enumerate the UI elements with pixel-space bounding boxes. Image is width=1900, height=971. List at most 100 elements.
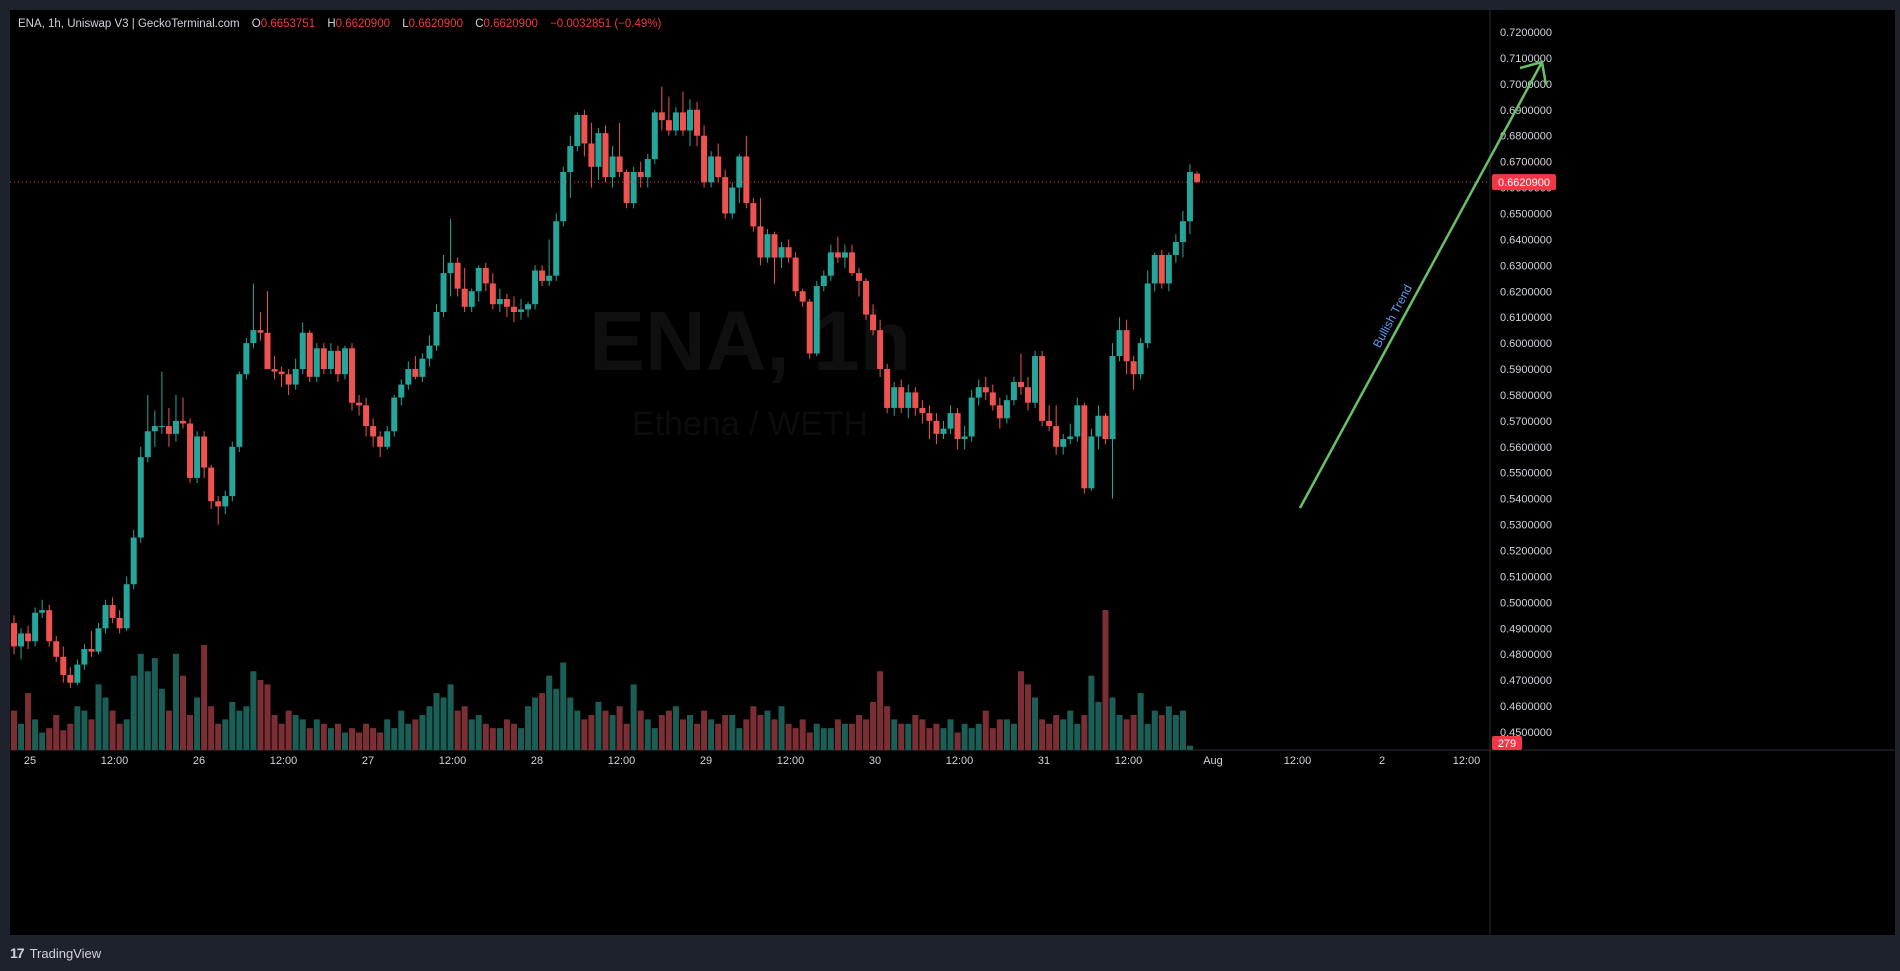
last-price-label: 0.6620900 xyxy=(1498,177,1550,189)
volume-bar xyxy=(644,719,651,750)
candle-body xyxy=(841,252,848,258)
candle-body xyxy=(651,112,658,160)
candle-body xyxy=(912,392,919,408)
volume-bar xyxy=(813,723,820,750)
candle-body xyxy=(905,392,912,408)
candle-body xyxy=(313,348,320,377)
volume-bar xyxy=(405,723,412,750)
tradingview-brand[interactable]: 17 TradingView xyxy=(10,945,101,961)
candle-body xyxy=(870,314,877,331)
candle-body xyxy=(496,299,503,305)
candle-body xyxy=(405,369,412,385)
volume-bar xyxy=(384,719,391,750)
candle-body xyxy=(60,656,67,675)
x-tick-label: 2 xyxy=(1379,755,1385,767)
volume-bar xyxy=(553,688,560,750)
volume-bar xyxy=(222,719,229,750)
y-tick-label: 0.4800000 xyxy=(1500,649,1552,661)
y-tick-label: 0.7100000 xyxy=(1500,53,1552,65)
candle-body xyxy=(1017,382,1024,388)
volume-bar xyxy=(243,706,250,750)
y-tick-label: 0.5300000 xyxy=(1500,520,1552,532)
volume-bar xyxy=(377,732,384,750)
candle-body xyxy=(180,420,186,424)
trend-arrow-head xyxy=(1519,60,1548,86)
candle-body xyxy=(109,604,116,618)
y-tick-label: 0.6200000 xyxy=(1500,286,1552,298)
candle-body xyxy=(102,604,109,629)
candle-body xyxy=(1151,254,1158,284)
volume-bar xyxy=(1010,723,1017,750)
candle-body xyxy=(813,286,820,354)
volume-bar xyxy=(313,719,320,750)
candle-body xyxy=(637,172,644,178)
volume-bar xyxy=(187,715,194,750)
volume-bar xyxy=(1067,710,1074,750)
x-tick-label: 27 xyxy=(362,755,374,767)
x-tick-label: 29 xyxy=(700,755,712,767)
volume-bar xyxy=(834,719,841,750)
candle-body xyxy=(1053,426,1060,447)
chart-pane[interactable]: ENA, 1h Ethena / WETH 0.7200000 0.7100000 0.… xyxy=(10,10,1895,935)
volume-bar xyxy=(1158,715,1165,750)
candle-body xyxy=(926,413,933,421)
volume-bar xyxy=(982,710,989,750)
candle-body xyxy=(701,135,708,183)
candle-body xyxy=(398,384,405,398)
candle-body xyxy=(989,392,996,406)
volume-bar xyxy=(1123,719,1130,750)
price-chart[interactable]: ENA, 1h Ethena / WETH 0.7200000 0.7100000 0.… xyxy=(10,10,1895,935)
volume-bar xyxy=(933,723,940,750)
candle-body xyxy=(278,371,285,375)
candle-body xyxy=(299,332,306,370)
volume-bar xyxy=(1025,684,1031,750)
candle-body xyxy=(1102,415,1109,440)
y-tick-label: 0.6900000 xyxy=(1500,105,1552,117)
volume-bar xyxy=(665,710,672,750)
symbol-title[interactable]: ENA, 1h, Uniswap V3 | GeckoTerminal.com xyxy=(18,18,240,30)
candle-body xyxy=(539,270,546,281)
volume-bar xyxy=(46,728,53,750)
candle-body xyxy=(194,436,201,478)
volume-bar xyxy=(729,715,736,750)
candle-body xyxy=(567,146,574,172)
candle-body xyxy=(363,405,370,427)
volume-bar xyxy=(461,706,468,750)
volume-bar xyxy=(525,706,532,750)
candle-body xyxy=(377,436,384,447)
footer-bar: 17 TradingView xyxy=(0,935,1900,971)
volume-bar xyxy=(778,706,785,750)
volume-bar xyxy=(180,675,186,750)
volume-bar xyxy=(158,688,165,750)
candle-body xyxy=(792,257,799,292)
candle-body xyxy=(525,304,532,310)
volume-bar xyxy=(1179,710,1186,750)
candle-body xyxy=(201,436,208,468)
candle-body xyxy=(53,641,60,657)
volume-bar xyxy=(363,723,370,750)
candle-body xyxy=(1032,356,1039,403)
brand-name: TradingView xyxy=(29,945,102,961)
volume-bar xyxy=(792,728,799,750)
y-tick-label: 0.5900000 xyxy=(1500,364,1552,376)
candle-body xyxy=(447,262,454,274)
y-tick-label: 0.5400000 xyxy=(1500,494,1552,506)
volume-bar xyxy=(996,719,1003,750)
candle-body xyxy=(1095,415,1102,437)
volume-bar xyxy=(11,710,17,750)
candle-body xyxy=(602,133,609,178)
candle-body xyxy=(708,156,715,183)
volume-bar xyxy=(489,728,496,750)
candle-body xyxy=(975,387,982,398)
candle-body xyxy=(898,387,905,408)
candle-body xyxy=(595,133,602,167)
volume-bar xyxy=(116,723,123,750)
candle-body xyxy=(665,120,672,131)
volume-bar xyxy=(25,693,32,750)
candle-body xyxy=(820,275,827,287)
volume-bar xyxy=(651,728,658,750)
volume-bar xyxy=(841,723,848,750)
candle-body xyxy=(1046,420,1053,427)
candle-body xyxy=(46,610,53,642)
volume-bar xyxy=(968,728,975,750)
